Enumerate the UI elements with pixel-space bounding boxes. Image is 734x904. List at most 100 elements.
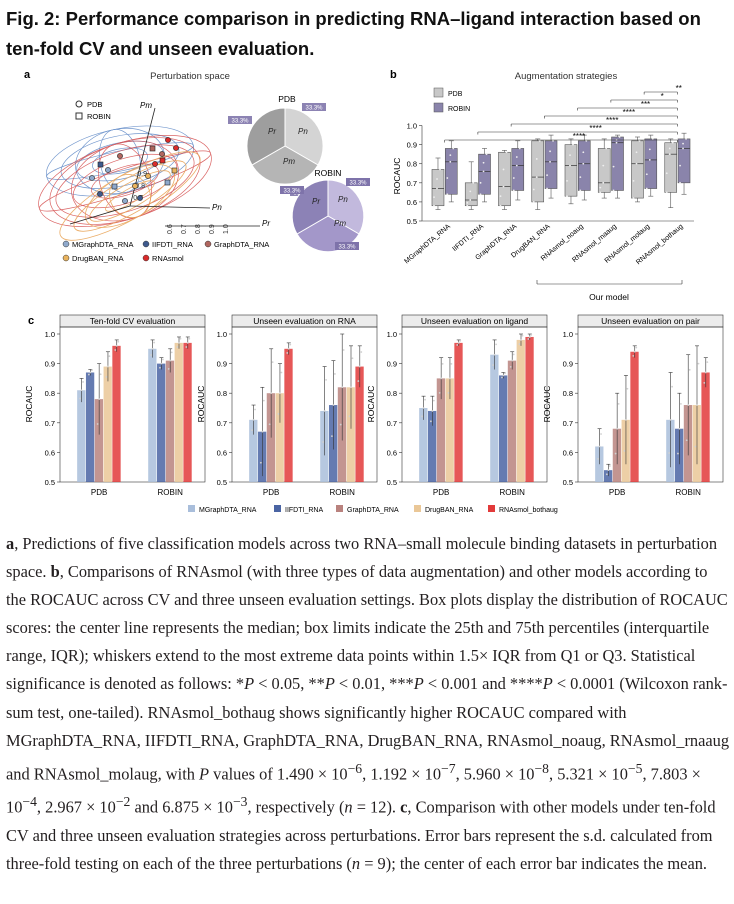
legend-robin-swatch xyxy=(433,102,444,113)
box-dot xyxy=(482,161,485,164)
box-dot xyxy=(602,181,605,184)
y-tick-label: 0.6 xyxy=(387,448,397,457)
y-axis-label: ROCAUC xyxy=(24,386,34,423)
pie-pdb xyxy=(246,107,324,185)
y-tick-label: 0.8 xyxy=(563,389,573,398)
y-tick-label: 0.8 xyxy=(407,160,417,169)
data-dot xyxy=(270,392,273,395)
box-dot xyxy=(433,196,435,199)
data-dot xyxy=(358,365,361,368)
data-dot xyxy=(167,368,170,370)
data-dot xyxy=(280,371,283,374)
bar xyxy=(516,339,525,482)
box-dot xyxy=(466,201,469,204)
panel-b-ylabel: ROCAUC xyxy=(392,158,402,195)
bar-chart-2: Unseen evaluation on RNA 0.5 0.6 0.7 0.8 0.9 1… xyxy=(196,314,378,497)
box xyxy=(564,144,578,197)
our-model-label: Our model xyxy=(589,292,629,302)
caption-exponent: −3 xyxy=(232,794,248,810)
x-category-label: ROBIN xyxy=(158,488,184,497)
caption-fragment: < 0.01, *** xyxy=(334,674,414,694)
category-label: IIFDTI_RNA xyxy=(451,223,485,253)
y-axis-label: ROCAUC xyxy=(366,386,376,423)
data-dot xyxy=(162,358,164,361)
pie-robin-tag-right xyxy=(346,178,370,186)
panel-c-bar-charts: c Ten-fold CV evaluation 0.5 0.6 0.7 0.8 0.9 1… xyxy=(24,314,724,514)
data-dot xyxy=(521,334,524,337)
box xyxy=(644,138,658,189)
legend-label: RNAsmol_bothaug xyxy=(499,507,558,514)
data-dot xyxy=(360,351,363,353)
caption-n-symbol: n xyxy=(351,853,361,873)
bar xyxy=(454,342,463,482)
pie-pdb-pr-label: Pr xyxy=(268,127,276,136)
pie-robin-pct-bottom: 33.3% xyxy=(338,245,356,251)
box-dot xyxy=(582,162,585,165)
bar xyxy=(148,348,157,482)
box xyxy=(478,153,491,195)
box-dot xyxy=(679,164,681,167)
data-dot xyxy=(518,343,521,345)
bar xyxy=(266,393,276,482)
pie-robin-title: ROBIN xyxy=(315,168,342,178)
legend-label: DrugBAN_RNA xyxy=(425,507,474,514)
box xyxy=(577,140,591,191)
legend-label: IIFDTI_RNA xyxy=(285,507,323,514)
svg-text:0.8: 0.8 xyxy=(135,183,145,190)
y-tick-label: 0.7 xyxy=(217,419,227,428)
caption-p-symbol: P xyxy=(324,674,335,694)
box-dot xyxy=(566,195,568,198)
box-dot xyxy=(532,201,535,203)
data-dot xyxy=(82,381,84,383)
data-dot xyxy=(438,392,441,394)
data-dot xyxy=(114,349,117,351)
data-dot xyxy=(509,365,512,368)
significance-stars: ** xyxy=(676,84,682,93)
caption-a-letter: a xyxy=(6,534,15,553)
bar xyxy=(183,342,192,482)
x-category-label: PDB xyxy=(433,488,449,497)
caption-b-text: , Comparisons of RNAsmol (with three typ… xyxy=(6,562,728,694)
panel-c-letter: c xyxy=(28,315,34,327)
box xyxy=(597,148,611,193)
significance-stars: **** xyxy=(606,116,618,125)
box-dot xyxy=(572,143,574,146)
significance-stars: **** xyxy=(589,124,601,133)
circle-marker-icon xyxy=(75,100,83,108)
legend-robin-label: ROBIN xyxy=(87,112,111,121)
panel-c-charts: Ten-fold CV evaluation 0.5 0.6 0.7 0.8 0.9 1.0… xyxy=(24,314,724,497)
box-dot xyxy=(569,164,571,167)
caption-c-letter: c xyxy=(400,797,408,817)
box-dot xyxy=(569,154,571,157)
box-dot xyxy=(446,177,449,179)
box-dot xyxy=(682,142,684,145)
pie-pdb-tag-left xyxy=(228,116,252,124)
data-dot xyxy=(450,362,453,365)
panel-b-category-labels: MGraphDTA_RNA IIFDTI_RNAGraphDTA_RNADrugB… xyxy=(403,223,684,266)
data-dot xyxy=(188,337,191,340)
3d-axes xyxy=(69,107,260,227)
box-dot xyxy=(505,151,508,154)
box-dot xyxy=(466,204,469,207)
bar xyxy=(603,470,613,482)
data-dot xyxy=(289,343,292,346)
data-dot xyxy=(268,423,271,426)
data-dot xyxy=(704,371,707,374)
data-dot xyxy=(99,373,102,376)
data-dot xyxy=(176,346,179,348)
data-dot xyxy=(186,341,189,344)
data-dot xyxy=(607,469,610,472)
chart-frame xyxy=(59,326,206,483)
box-dot xyxy=(645,173,648,176)
data-dot xyxy=(169,359,172,362)
box-dot xyxy=(485,153,488,156)
box xyxy=(431,169,445,207)
box-dot xyxy=(449,154,452,157)
data-dot xyxy=(429,420,432,423)
box-dot xyxy=(599,191,602,194)
x-category-label: ROBIN xyxy=(330,488,356,497)
data-dot xyxy=(153,341,156,344)
svg-text:RNAsmol: RNAsmol xyxy=(152,254,184,263)
caption-p-symbol: P xyxy=(413,674,424,694)
bar xyxy=(630,351,639,482)
